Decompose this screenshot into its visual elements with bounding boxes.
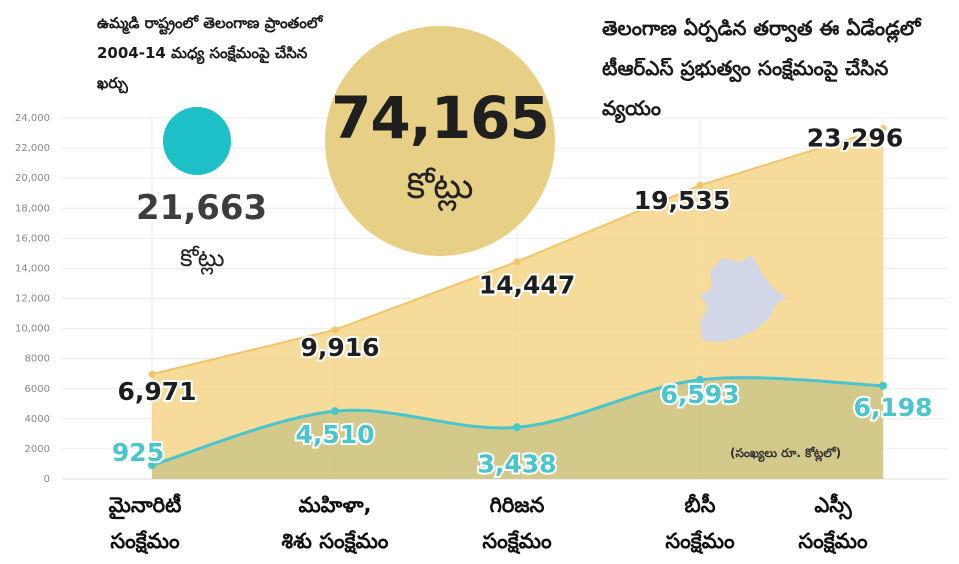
y-tick-label: 24,000 <box>15 113 50 124</box>
data-point-other <box>331 407 339 416</box>
data-point-other <box>696 375 704 384</box>
note-before-formation: ఉమ్మడి రాష్ట్రంలో తెలంగాణ ప్రాంతంలో 2004… <box>97 14 323 92</box>
x-tick-label: సంక్షేమం <box>482 529 552 554</box>
teal-circle-marker <box>163 107 231 175</box>
data-label-total: 23,296 <box>807 124 903 153</box>
data-point-total <box>696 181 704 189</box>
x-tick-label: సంక్షేమం <box>110 529 180 554</box>
units-note: (సంఖ్యలు రూ. కోట్లలో) <box>730 446 842 460</box>
x-tick-label: మైనారిటీ <box>109 493 182 520</box>
y-axis: 0 2000 4000 6000 8000 10,000 12,000 14,000 16,00… <box>15 113 50 485</box>
total-amount-circle: 74,165 కోట్లు <box>325 26 555 256</box>
y-tick-label: 6000 <box>25 384 50 395</box>
note-after-formation: తెలంగాణ ఏర్పడిన తర్వాత ఈ ఏడేండ్లలో టీఆర్… <box>602 16 921 120</box>
data-point-total <box>331 326 339 334</box>
y-tick-label: 12,000 <box>15 294 50 305</box>
telangana-map-shape <box>700 255 786 342</box>
y-tick-label: 4000 <box>25 414 50 425</box>
x-tick-label: బీసీ <box>685 493 716 517</box>
x-tick-label: మహిళా, <box>298 493 371 517</box>
y-tick-label: 18,000 <box>15 203 50 214</box>
data-label-other: 6,593 <box>660 380 739 409</box>
data-label-other: 925 <box>112 438 164 467</box>
unit-before-formation: కోట్లు <box>180 244 225 272</box>
data-label-total: 9,916 <box>300 333 379 362</box>
data-points <box>148 125 887 470</box>
data-point-other <box>148 461 156 470</box>
data-labels: 6,971 9,916 14,447 19,535 23,296 925 4,510 3,43… <box>110 122 935 481</box>
data-point-other <box>513 423 521 432</box>
y-tick-label: 2000 <box>25 444 50 455</box>
data-label-total: 19,535 <box>634 186 730 215</box>
data-label-total: 6,971 <box>117 377 196 406</box>
x-tick-label: సంక్షేమం <box>798 529 868 554</box>
y-tick-label: 8000 <box>25 354 50 365</box>
y-tick-label: 10,000 <box>15 324 50 335</box>
data-label-other: 6,198 <box>853 393 932 422</box>
x-tick-label: ఎస్సీ <box>814 493 852 520</box>
amount-before-formation: 21,663 <box>136 188 268 228</box>
x-tick-label: సంక్షేమం <box>665 529 735 554</box>
data-point-total <box>148 370 156 378</box>
data-label-other: 3,438 <box>477 449 556 478</box>
total-amount-unit: కోట్లు <box>406 166 474 207</box>
y-tick-label: 16,000 <box>15 233 50 244</box>
data-label-other: 4,510 <box>295 420 374 449</box>
y-tick-label: 20,000 <box>15 173 50 184</box>
data-point-total <box>513 258 521 266</box>
data-point-total <box>879 125 887 133</box>
x-axis-labels: మైనారిటీ సంక్షేమం మహిళా, శిశు సంక్షేమం గిరిజ… <box>109 493 868 554</box>
data-point-other <box>879 381 887 390</box>
y-tick-label: 22,000 <box>15 143 50 154</box>
total-amount: 74,165 <box>331 84 550 152</box>
y-tick-label: 0 <box>44 474 50 485</box>
data-label-total: 14,447 <box>479 271 575 300</box>
x-tick-label: శిశు సంక్షేమం <box>282 529 389 554</box>
y-tick-label: 14,000 <box>15 263 50 274</box>
x-tick-label: గిరిజన <box>490 493 545 517</box>
